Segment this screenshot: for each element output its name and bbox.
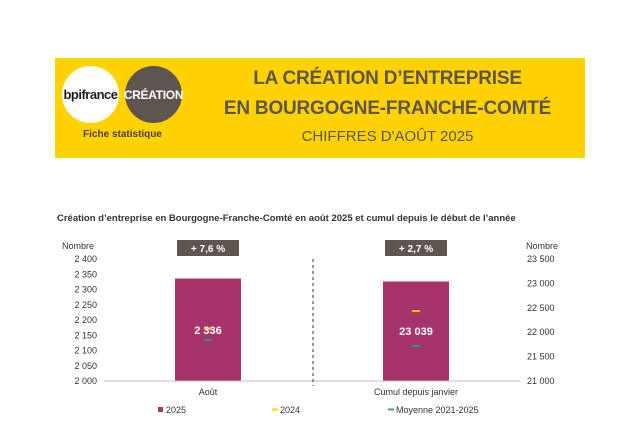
y-tick-right: 21 500 (527, 352, 555, 362)
page-title-line2: EN BOURGOGNE-FRANCHE-COMTÉ (223, 98, 552, 119)
fiche-label: Fiche statistique (83, 129, 162, 140)
y-tick-left: 2 350 (74, 269, 97, 279)
change-badge (385, 240, 447, 256)
y-tick-right: 23 000 (527, 278, 555, 288)
change-badge-label: + 2,7 % (399, 244, 433, 255)
y-tick-left: 2 050 (74, 361, 97, 371)
bar-2025 (383, 281, 449, 381)
y-tick-left: 2 150 (74, 330, 97, 340)
x-category-label: Cumul depuis janvier (374, 387, 458, 397)
y-tick-left: 2 100 (74, 346, 97, 356)
chart-title: Création d’entreprise en Bourgogne-Franc… (57, 213, 516, 224)
page-title-line1: LA CRÉATION D’ENTREPRISE (253, 68, 522, 89)
change-badge-label: + 7,6 % (191, 244, 225, 255)
y-tick-left: 2 200 (74, 315, 97, 325)
y-tick-right: 21 000 (527, 376, 555, 386)
bpifrance-logo-text: bpifrance (63, 87, 118, 102)
bar-data-label: 2 336 (194, 325, 222, 337)
header-banner: bpifrance CRÉATION Fiche statistique LA … (55, 58, 585, 158)
creation-logo: CRÉATION (123, 66, 184, 123)
y-tick-right: 23 500 (527, 254, 555, 264)
y-tick-left: 2 400 (74, 254, 97, 264)
legend-swatch-0 (158, 407, 163, 412)
creation-logo-text: CRÉATION (123, 87, 184, 102)
y-tick-left: 2 000 (74, 376, 97, 386)
bpifrance-logo: bpifrance (62, 66, 119, 123)
y-tick-right: 22 500 (527, 303, 555, 313)
y-axis-title-left: Nombre (62, 241, 94, 251)
y-tick-left: 2 250 (74, 300, 97, 310)
chart-area: Nombre 2 400 2 350 2 300 2 250 2 200 2 150 2 10… (62, 240, 558, 415)
page-subtitle: CHIFFRES D'AOÛT 2025 (301, 128, 474, 145)
y-tick-left: 2 300 (74, 285, 97, 295)
legend-label-2: Moyenne 2021-2025 (396, 405, 479, 415)
y-axis-title-right: Nombre (526, 241, 558, 251)
legend-label-0: 2025 (166, 405, 186, 415)
x-category-label: Août (199, 387, 218, 397)
change-badge (177, 240, 239, 256)
bar-data-label: 23 039 (399, 326, 433, 338)
y-tick-right: 22 000 (527, 327, 555, 337)
legend-label-1: 2024 (280, 405, 300, 415)
